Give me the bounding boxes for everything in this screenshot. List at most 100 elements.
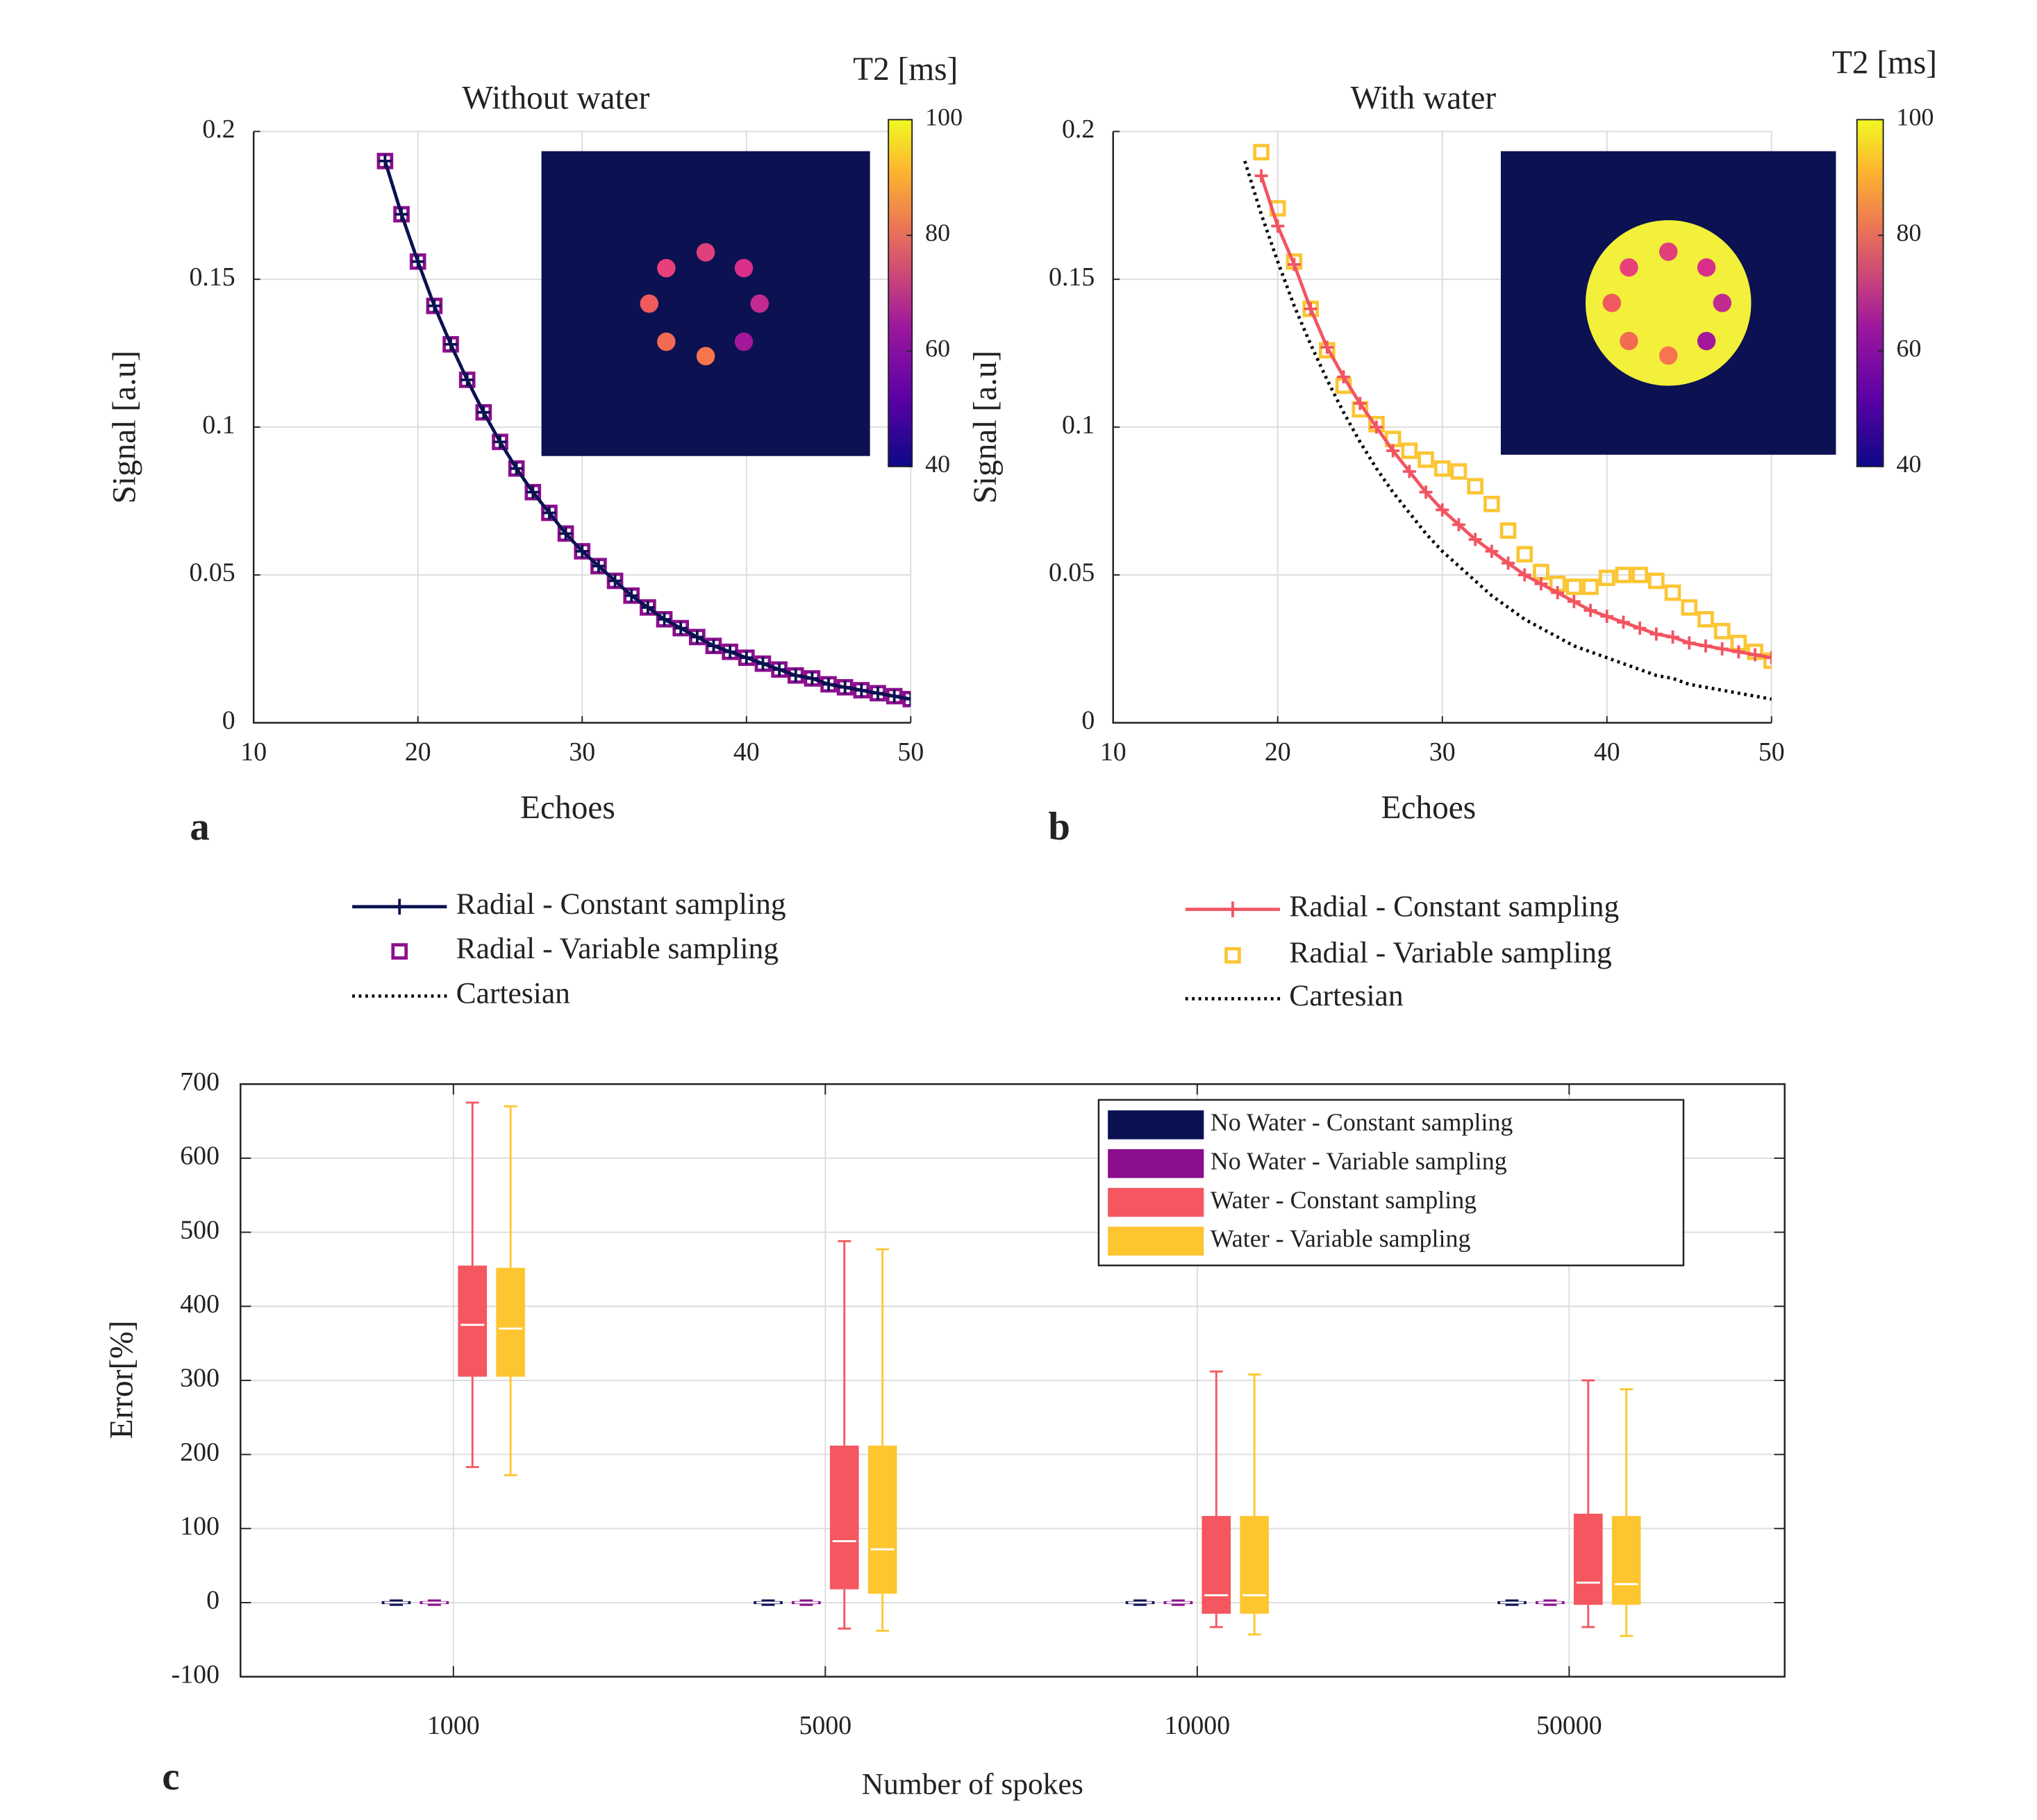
cross-marker [1271,219,1285,233]
inset-dot [1620,331,1638,351]
legend-label: Cartesian [456,976,571,1010]
box [458,1265,488,1377]
legend-label: No Water - Constant sampling [1211,1108,1513,1136]
cross-marker [1748,648,1762,662]
colorbar [1856,119,1884,467]
cross-marker [1765,651,1772,665]
cross-marker [1583,603,1597,617]
cross-marker [838,681,852,694]
y-tick-label: 300 [180,1364,219,1393]
y-tick-label: 700 [180,1067,219,1096]
inset-dot [1713,294,1732,312]
inset-dot [734,332,754,351]
cross-marker [1402,465,1416,478]
x-tick-label: 5000 [799,1711,852,1740]
y-tick-label: 0 [222,706,235,735]
legend-marker [1224,946,1241,964]
y-tick-label: 200 [180,1437,219,1467]
cross-marker [1551,586,1565,599]
cross-marker [674,621,688,635]
cross-marker [592,559,606,573]
y-tick-label: 0 [206,1586,219,1615]
x-tick-label: 20 [1265,737,1291,767]
cross-marker [444,337,458,351]
cross-marker [608,574,622,587]
square-marker [1631,567,1648,583]
series-line [1243,160,1772,701]
y-tick-label: 600 [180,1142,219,1171]
cross-marker [411,255,425,269]
cross-marker [1666,630,1680,644]
cross-marker [1287,258,1301,272]
x-tick-label: 50000 [1536,1711,1602,1740]
x-tick-label: 10 [240,737,267,767]
cross-marker [690,630,704,644]
x-tick-label: 30 [569,737,595,767]
inset-dot [657,258,676,278]
y-tick-label: 0.1 [202,410,235,440]
legend-swatch [1108,1110,1204,1139]
legend-label: Water - Variable sampling [1211,1225,1471,1253]
inset-dot [696,243,715,262]
cross-marker [1731,645,1745,659]
legend-swatch [1108,1187,1204,1217]
square-marker [1483,495,1500,512]
plot-data [1243,144,1772,701]
cross-marker [904,692,911,706]
square-marker [1598,569,1615,587]
cross-marker [575,544,589,558]
x-axis-label: Number of spokes [862,1768,1083,1801]
square-marker [1401,442,1418,459]
cross-marker [1337,370,1351,384]
legend-marker [391,943,408,960]
box-chart: -100 0 100 200 300 400 500 600 700 1000 5000 10000 5… [104,1067,1786,1801]
square-marker [1499,522,1517,539]
inset-dot [696,347,715,366]
box [1202,1516,1231,1614]
y-tick-label: 0.05 [1049,558,1095,587]
colorbar-tick-label: 60 [1897,335,1922,362]
square-marker [1681,599,1698,616]
cross-marker [1715,642,1729,656]
square-marker [1763,652,1772,669]
cross-marker [805,671,819,685]
cross-marker [493,435,507,449]
square-marker [1582,578,1599,595]
inset-dot [1602,294,1622,312]
legend-label: Radial - Variable sampling [456,932,779,965]
colorbar [888,119,913,467]
cross-marker [756,657,770,671]
y-tick-label: 0.1 [1062,410,1095,440]
box [496,1267,525,1377]
cross-marker [740,651,754,665]
box [1573,1513,1603,1605]
legend-label: Cartesian [1289,979,1404,1012]
x-tick-label: 50 [1759,737,1785,767]
cross-marker [394,208,408,222]
cross-marker [559,526,573,540]
colorbar-label: T2 [ms] [853,51,958,87]
inset-dot [1620,258,1638,277]
cross-marker [641,601,655,615]
cross-marker [789,669,803,683]
inset-dot [734,258,754,278]
cross-marker [822,678,835,691]
line-chart: 0 0.05 0.1 0.15 0.2 10 20 30 40 50 With water Echoe… [967,45,1937,1013]
cross-marker [1254,169,1268,183]
x-axis-label: Echoes [1381,790,1477,826]
square-marker [1713,623,1731,640]
y-axis-label: Error[%] [104,1321,140,1439]
cross-marker [888,690,901,703]
inset-image [541,151,870,456]
inset-dot [1658,242,1678,261]
cross-marker [658,612,671,626]
cross-marker [1600,610,1614,624]
cross-marker [476,406,490,419]
cross-marker [1534,577,1548,591]
y-axis-label: Signal [a.u] [106,351,142,504]
cross-marker [460,373,474,387]
colorbar-tick-label: 100 [1897,103,1934,131]
cross-marker [1682,636,1696,650]
cross-marker [1320,340,1334,354]
